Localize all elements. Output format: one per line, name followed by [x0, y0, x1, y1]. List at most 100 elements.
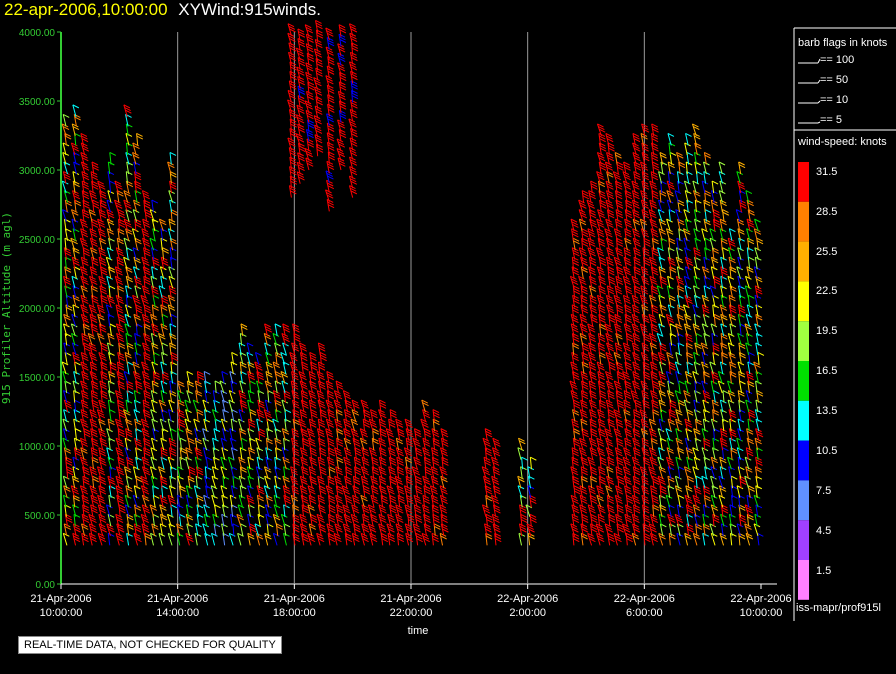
wind-barb: [414, 475, 423, 489]
barb-flag: [119, 414, 126, 419]
wind-barb: [97, 218, 106, 232]
barb-flag: [144, 281, 151, 285]
wind-barb: [79, 237, 89, 251]
barb-flag: [109, 180, 116, 185]
barb-flag: [80, 221, 88, 226]
barb-flag: [144, 442, 151, 447]
wind-barb: [422, 494, 430, 508]
barb-flag: [284, 409, 292, 414]
wind-barb: [212, 513, 219, 527]
barb-flag: [92, 166, 99, 171]
wind-barb: [143, 351, 151, 365]
barb-flag: [90, 230, 97, 235]
barb-flag: [73, 535, 80, 540]
barb-staff: [73, 161, 77, 175]
barb-flag: [108, 214, 115, 219]
wind-barb: [80, 152, 89, 165]
barb-flag: [117, 287, 125, 292]
wind-barb: [89, 361, 98, 375]
wind-barb: [239, 361, 247, 375]
wind-barb: [422, 409, 431, 422]
wind-barb: [64, 513, 73, 527]
wind-barb: [61, 361, 69, 375]
x-tick-label-date: 22-Apr-2006: [730, 593, 791, 605]
barb-flag: [98, 307, 105, 311]
barb-flag: [90, 468, 97, 473]
barb-staff: [107, 190, 112, 203]
barb-staff: [73, 114, 77, 127]
wind-barb: [141, 504, 151, 517]
barb-flag: [135, 307, 143, 311]
wind-barb: [117, 228, 125, 241]
barb-staff: [117, 219, 121, 232]
wind-barb: [88, 513, 97, 527]
barb-staff: [247, 514, 251, 527]
barb-flag: [98, 485, 106, 490]
barb-flag: [91, 243, 98, 247]
y-tick-label: 2500.00: [19, 235, 56, 246]
barb-staff: [131, 228, 137, 241]
wind-barb: [81, 390, 89, 403]
barb-staff: [97, 533, 103, 546]
barb-flag: [81, 307, 88, 311]
wind-barb: [140, 418, 150, 432]
wind-barb: [89, 275, 98, 289]
barb-flag: [136, 309, 143, 314]
barb-staff: [88, 304, 94, 317]
wind-barb: [63, 275, 72, 289]
wind-barb: [432, 409, 440, 422]
barb-flag: [117, 313, 125, 318]
wind-barb: [114, 180, 123, 194]
barb-flag: [115, 475, 123, 480]
barb-flag: [134, 437, 141, 442]
barb-flag: [89, 466, 97, 471]
barb-flag: [144, 383, 151, 388]
barb-flag: [81, 142, 88, 147]
wind-barb: [214, 504, 221, 517]
barb-staff: [98, 247, 102, 260]
barb-staff: [105, 504, 111, 517]
barb-staff: [64, 285, 68, 298]
barb-staff: [275, 352, 278, 365]
barb-staff: [132, 466, 137, 479]
barb-flag: [81, 278, 88, 283]
barb-flag: [142, 497, 150, 502]
barb-flag: [108, 371, 115, 375]
barb-staff: [135, 457, 139, 470]
x-tick-label-time: 18:00:00: [273, 607, 316, 619]
wind-barb: [572, 428, 581, 441]
wind-barb: [108, 180, 116, 194]
barb-flag: [125, 332, 133, 337]
barb-staff: [97, 180, 102, 194]
barb-flag: [127, 526, 134, 530]
barb-staff: [65, 457, 68, 470]
barb-flag: [108, 300, 116, 305]
barb-flag: [143, 221, 150, 226]
barb-flag: [123, 199, 130, 204]
wind-barb: [97, 504, 106, 517]
barb-flag: [72, 192, 80, 197]
barb-staff: [61, 123, 67, 137]
barb-flag: [98, 221, 105, 226]
barb-flag: [158, 466, 165, 471]
barb-staff: [98, 399, 103, 413]
barb-flag: [124, 351, 132, 356]
barb-flag: [126, 183, 134, 188]
barb-staff: [61, 180, 67, 194]
barb-staff: [61, 361, 67, 375]
barb-staff: [90, 171, 94, 184]
barb-staff: [106, 247, 112, 260]
wind-barb: [143, 437, 151, 451]
barb-flag: [108, 285, 116, 290]
barb-staff: [80, 228, 85, 241]
wind-barb: [135, 323, 143, 336]
wind-barb: [327, 513, 336, 527]
barb-flag: [134, 176, 142, 181]
barb-flag: [530, 456, 537, 461]
barb-flag: [99, 459, 106, 464]
barb-staff: [124, 352, 129, 365]
barb-flag: [123, 237, 131, 242]
barb-flag: [82, 147, 90, 152]
barb-staff: [140, 485, 146, 498]
barb-staff: [115, 437, 121, 451]
